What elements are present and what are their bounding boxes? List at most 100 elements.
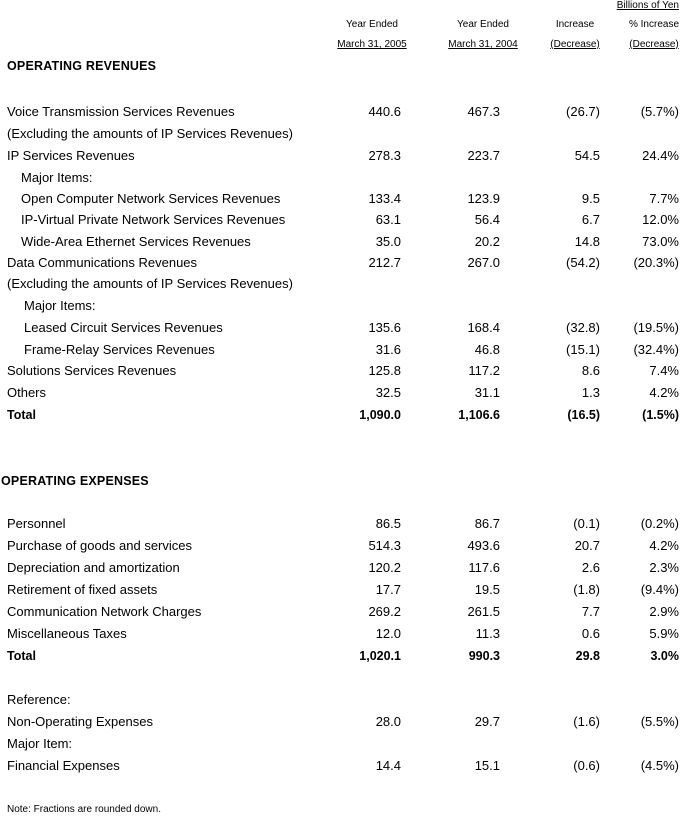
row-label: Total: [7, 408, 36, 422]
value-change: (16.5): [567, 408, 600, 422]
table-row: Leased Circuit Services Revenues 135.6 1…: [0, 318, 682, 338]
table-row: Others 32.5 31.1 1.3 4.2%: [0, 383, 682, 403]
value-change: 0.6: [581, 626, 600, 641]
row-label: Major Items:: [21, 170, 93, 185]
row-label: (Excluding the amounts of IP Services Re…: [7, 126, 293, 141]
value-change: 8.6: [581, 363, 600, 378]
table-row: Reference:: [0, 690, 682, 710]
table-row: Financial Expenses 14.4 15.1 (0.6) (4.5%…: [0, 756, 682, 776]
table-row: Major Items:: [0, 296, 682, 316]
table-row: Wide-Area Ethernet Services Revenues 35.…: [0, 232, 682, 252]
expenses-total-row: Total 1,020.1 990.3 29.8 3.0%: [0, 646, 682, 666]
value-percent: (1.5%): [642, 408, 679, 422]
row-label: Frame-Relay Services Revenues: [24, 342, 215, 357]
row-label: (Excluding the amounts of IP Services Re…: [7, 276, 293, 291]
value-2004: 29.7: [474, 714, 500, 729]
value-percent: 73.0%: [642, 234, 679, 249]
value-change: 6.7: [581, 212, 600, 227]
col2-header-line2: March 31, 2004: [448, 39, 518, 50]
value-change: (1.8): [573, 582, 600, 597]
row-label: Major Items:: [24, 298, 96, 313]
table-row: (Excluding the amounts of IP Services Re…: [0, 274, 682, 294]
row-label: Open Computer Network Services Revenues: [21, 191, 281, 206]
value-change: (54.2): [566, 255, 600, 270]
value-2005: 278.3: [368, 148, 401, 163]
table-row: Data Communications Revenues 212.7 267.0…: [0, 253, 682, 273]
value-2005: 269.2: [368, 604, 401, 619]
value-percent: (9.4%): [640, 582, 679, 597]
value-change: 1.3: [581, 385, 600, 400]
value-change: (26.7): [566, 104, 600, 119]
value-percent: 24.4%: [642, 148, 679, 163]
value-percent: (5.7%): [640, 104, 679, 119]
value-2004: 267.0: [467, 255, 500, 270]
value-change: 29.8: [575, 649, 600, 663]
table-row: IP-Virtual Private Network Services Reve…: [0, 210, 682, 230]
footnote: Note: Fractions are rounded down.: [7, 804, 161, 815]
value-2004: 15.1: [474, 758, 500, 773]
col3-header-line1: Increase: [555, 19, 595, 30]
value-change: (0.1): [573, 516, 600, 531]
value-change: 2.6: [581, 560, 600, 575]
value-change: (15.1): [566, 342, 600, 357]
row-label: Communication Network Charges: [7, 604, 202, 619]
revenues-total-row: Total 1,090.0 1,106.6 (16.5) (1.5%): [0, 405, 682, 425]
value-percent: 7.4%: [649, 363, 679, 378]
value-change: 54.5: [574, 148, 600, 163]
value-2004: 86.7: [474, 516, 500, 531]
value-percent: 2.9%: [649, 604, 679, 619]
value-2005: 514.3: [368, 538, 401, 553]
row-label: IP-Virtual Private Network Services Reve…: [21, 212, 286, 227]
value-percent: (32.4%): [633, 342, 679, 357]
row-label: Wide-Area Ethernet Services Revenues: [21, 234, 251, 249]
table-row: Open Computer Network Services Revenues …: [0, 189, 682, 209]
value-percent: 3.0%: [650, 649, 680, 663]
value-percent: 7.7%: [649, 191, 679, 206]
row-label: Data Communications Revenues: [7, 255, 198, 270]
value-2005: 212.7: [368, 255, 401, 270]
table-row: Non-Operating Expenses 28.0 29.7 (1.6) (…: [0, 712, 682, 732]
row-label: Miscellaneous Taxes: [7, 626, 127, 641]
row-label: IP Services Revenues: [7, 148, 135, 163]
col4-header-line1: % Increase: [628, 19, 680, 30]
row-label: Non-Operating Expenses: [7, 714, 153, 729]
table-row: Miscellaneous Taxes 12.0 11.3 0.6 5.9%: [0, 624, 682, 644]
row-label: Voice Transmission Services Revenues: [7, 104, 235, 119]
value-2005: 440.6: [368, 104, 401, 119]
value-2005: 28.0: [375, 714, 401, 729]
col2-header-line1: Year Ended: [457, 19, 509, 30]
row-label: Reference:: [7, 692, 71, 707]
table-row: Retirement of fixed assets 17.7 19.5 (1.…: [0, 580, 682, 600]
row-label: Retirement of fixed assets: [7, 582, 158, 597]
row-label: Major Item:: [7, 736, 73, 751]
value-change: 7.7: [581, 604, 600, 619]
value-2004: 20.2: [474, 234, 500, 249]
expenses-section-title: OPERATING EXPENSES: [1, 474, 149, 488]
value-2004: 223.7: [467, 148, 500, 163]
value-2005: 63.1: [375, 212, 401, 227]
value-change: (32.8): [566, 320, 600, 335]
unit-label: Billions of Yen: [616, 0, 679, 11]
value-change: 20.7: [574, 538, 600, 553]
value-2005: 32.5: [375, 385, 401, 400]
value-2005: 120.2: [368, 560, 401, 575]
value-percent: (4.5%): [640, 758, 679, 773]
value-2004: 123.9: [467, 191, 500, 206]
table-row: Depreciation and amortization 120.2 117.…: [0, 558, 682, 578]
value-percent: 2.3%: [649, 560, 679, 575]
value-percent: (20.3%): [633, 255, 679, 270]
value-2004: 467.3: [467, 104, 500, 119]
table-row: Major Items:: [0, 168, 682, 188]
value-change: 9.5: [581, 191, 600, 206]
value-2005: 35.0: [375, 234, 401, 249]
value-2004: 117.6: [468, 560, 500, 575]
col1-header-line1: Year Ended: [346, 19, 398, 30]
revenues-section-title: OPERATING REVENUES: [7, 59, 157, 73]
table-row: Purchase of goods and services 514.3 493…: [0, 536, 682, 556]
value-percent: (5.5%): [640, 714, 679, 729]
col1-header-line2: March 31, 2005: [337, 39, 407, 50]
col4-header-line2: (Decrease): [629, 39, 679, 50]
value-2004: 493.6: [467, 538, 500, 553]
value-2004: 990.3: [468, 649, 500, 663]
value-2005: 31.6: [375, 342, 401, 357]
